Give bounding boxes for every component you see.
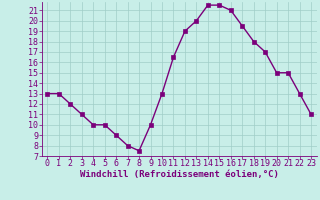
X-axis label: Windchill (Refroidissement éolien,°C): Windchill (Refroidissement éolien,°C) — [80, 170, 279, 179]
